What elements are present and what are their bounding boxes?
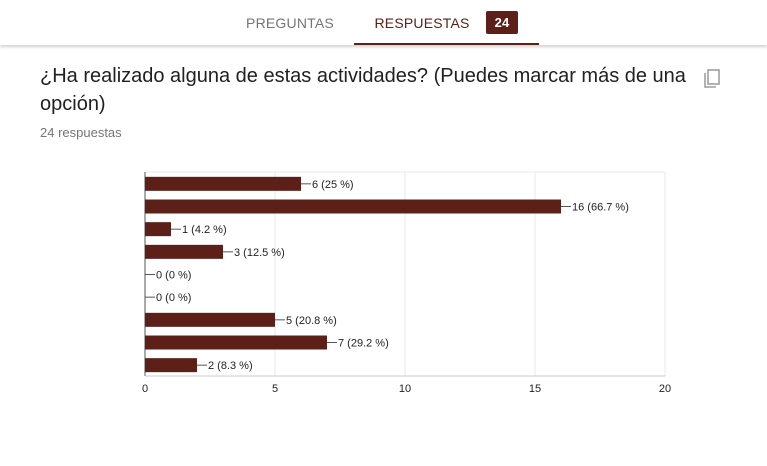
data-label: 0 (0 %) xyxy=(156,270,191,282)
x-tick-label: 5 xyxy=(272,383,278,395)
response-count: 24 respuestas xyxy=(40,125,122,140)
tab-respuestas[interactable]: RESPUESTAS 24 xyxy=(354,0,539,45)
bar xyxy=(145,358,197,373)
data-label: 2 (8.3 %) xyxy=(208,360,253,372)
data-label: 7 (29.2 %) xyxy=(338,338,389,350)
data-label: 3 (12.5 %) xyxy=(234,247,285,259)
data-label: 16 (66.7 %) xyxy=(572,202,629,214)
active-tab-indicator xyxy=(354,43,539,45)
x-tick-label: 0 xyxy=(142,383,148,395)
data-label: 1 (4.2 %) xyxy=(182,224,227,236)
bar xyxy=(145,199,561,214)
data-label: 6 (25 %) xyxy=(312,179,354,191)
question-title: ¿Ha realizado alguna de estas actividade… xyxy=(40,65,686,115)
bar xyxy=(145,222,171,237)
x-tick-label: 10 xyxy=(399,383,411,395)
bar xyxy=(145,312,275,327)
x-tick-label: 20 xyxy=(659,383,671,395)
tab-preguntas[interactable]: PREGUNTAS xyxy=(226,0,354,45)
bar xyxy=(145,244,223,259)
data-label: 0 (0 %) xyxy=(156,292,191,304)
tab-bar: PREGUNTAS RESPUESTAS 24 xyxy=(0,0,767,45)
data-label: 5 (20.8 %) xyxy=(286,315,337,327)
tab-preguntas-label: PREGUNTAS xyxy=(246,14,334,31)
copy-icon[interactable] xyxy=(702,68,722,90)
tab-respuestas-label: RESPUESTAS xyxy=(374,14,470,31)
bar xyxy=(145,335,327,350)
x-tick-label: 15 xyxy=(529,383,541,395)
bar xyxy=(145,176,301,191)
responses-count-badge: 24 xyxy=(485,11,519,34)
